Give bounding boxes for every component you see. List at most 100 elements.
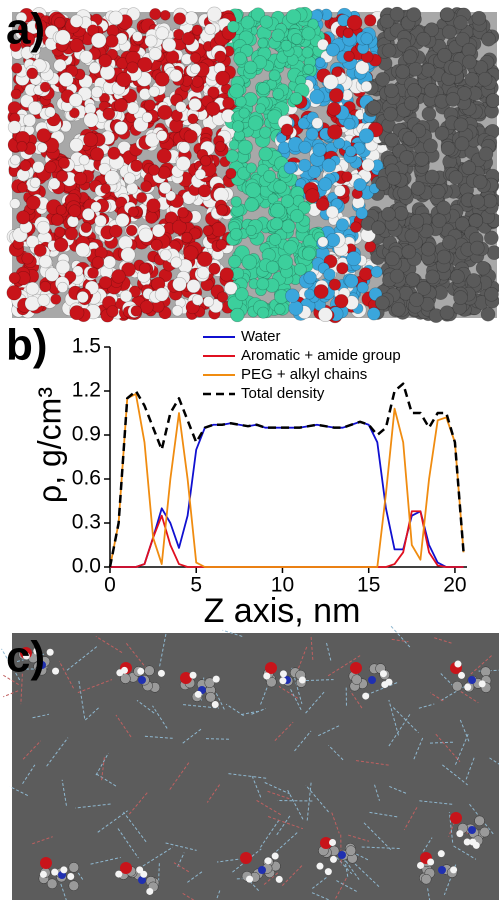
- atom: [158, 166, 171, 179]
- panel-c-render: [2, 625, 499, 900]
- atom: [235, 288, 248, 301]
- legend-label: PEG + alkyl chains: [241, 366, 367, 383]
- atom: [449, 171, 463, 185]
- atom: [362, 693, 369, 700]
- atom: [302, 47, 313, 58]
- atom: [126, 225, 137, 236]
- atom: [450, 812, 462, 824]
- atom: [157, 130, 168, 141]
- atom: [89, 62, 100, 73]
- atom: [138, 676, 146, 684]
- atom: [248, 116, 263, 131]
- atom: [344, 51, 355, 62]
- atom: [454, 16, 468, 30]
- atom: [178, 207, 189, 218]
- atom: [52, 668, 59, 675]
- atom: [450, 866, 457, 873]
- atom: [343, 28, 353, 38]
- atom: [403, 131, 417, 145]
- atom: [427, 858, 434, 865]
- atom: [81, 222, 91, 232]
- atom: [149, 86, 160, 97]
- atom: [144, 666, 154, 676]
- atom: [385, 252, 399, 266]
- atom: [269, 234, 281, 246]
- atom: [136, 192, 146, 202]
- atom: [160, 249, 171, 260]
- atom: [181, 232, 192, 243]
- y-tick-label: 0.0: [72, 555, 101, 578]
- atom: [280, 670, 287, 677]
- atom: [60, 866, 67, 873]
- atom: [322, 159, 336, 173]
- atom: [479, 680, 486, 687]
- atom: [128, 207, 138, 217]
- atom: [217, 292, 228, 303]
- atom: [182, 32, 195, 45]
- atom: [266, 261, 279, 274]
- atom: [192, 295, 203, 306]
- atom: [80, 51, 93, 64]
- atom: [359, 129, 374, 144]
- atom: [209, 263, 220, 274]
- atom: [442, 25, 456, 39]
- atom: [344, 118, 355, 129]
- atom: [299, 677, 306, 684]
- atom: [368, 307, 381, 320]
- atom: [258, 38, 268, 48]
- atom: [82, 208, 94, 220]
- atom: [231, 196, 242, 207]
- atom: [112, 269, 126, 283]
- atom: [486, 93, 499, 107]
- atom: [20, 160, 31, 171]
- atom: [67, 216, 78, 227]
- atom: [216, 71, 230, 85]
- atom: [281, 40, 292, 51]
- atom: [91, 87, 102, 98]
- atom: [137, 668, 144, 675]
- atom: [381, 681, 388, 688]
- atom: [70, 15, 83, 28]
- atom: [424, 139, 438, 153]
- atom: [120, 862, 132, 874]
- atom: [265, 857, 272, 864]
- atom: [56, 205, 66, 215]
- atom: [278, 255, 293, 270]
- atom: [39, 255, 52, 268]
- atom: [417, 862, 424, 869]
- atom: [115, 871, 122, 878]
- atom: [145, 211, 157, 223]
- atom: [192, 76, 203, 87]
- atom: [91, 33, 106, 48]
- atom: [384, 84, 398, 98]
- atom: [416, 32, 430, 46]
- atom: [263, 672, 270, 679]
- atom: [151, 239, 162, 250]
- atom: [479, 147, 493, 161]
- atom: [234, 52, 247, 65]
- atom: [367, 101, 381, 115]
- atom: [260, 127, 272, 139]
- atom: [139, 228, 153, 242]
- atom: [431, 185, 445, 199]
- atom: [376, 72, 390, 86]
- atom: [40, 82, 50, 92]
- atom: [449, 61, 463, 75]
- atom: [69, 881, 79, 891]
- atom: [116, 669, 123, 676]
- atom: [409, 293, 423, 307]
- atom: [306, 128, 318, 140]
- atom: [289, 301, 303, 315]
- legend-label: Total density: [241, 385, 325, 402]
- series-line: [110, 394, 464, 567]
- atom: [56, 171, 67, 182]
- atom: [273, 88, 284, 99]
- atom: [472, 11, 486, 25]
- atom: [476, 261, 490, 275]
- atom: [114, 99, 127, 112]
- atom: [290, 209, 303, 222]
- atom: [437, 250, 451, 264]
- atom: [239, 108, 249, 118]
- atom: [95, 215, 107, 227]
- atom: [240, 852, 252, 864]
